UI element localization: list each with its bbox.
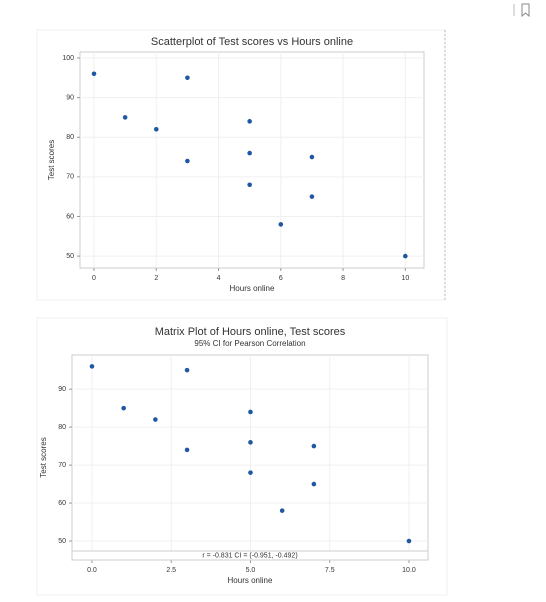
point xyxy=(279,508,285,513)
point xyxy=(247,119,252,124)
point xyxy=(403,253,408,259)
y-axis-label: Test scores xyxy=(39,437,48,477)
point xyxy=(309,194,315,199)
point xyxy=(184,447,190,453)
point xyxy=(89,364,95,369)
point xyxy=(248,409,253,415)
x-tick-label: 10.0 xyxy=(402,567,416,574)
x-tick-label: 7.5 xyxy=(325,567,335,574)
y-tick-label: 70 xyxy=(58,462,66,469)
x-tick-label: 5.0 xyxy=(246,567,256,574)
x-tick-label: 0 xyxy=(92,275,96,282)
annotation-box xyxy=(71,550,429,561)
chart-title: Matrix Plot of Hours online, Test scores xyxy=(155,326,346,338)
x-axis-label: Hours online xyxy=(230,284,275,293)
point xyxy=(247,150,252,156)
y-tick-label: 90 xyxy=(58,386,66,393)
y-tick-label: 60 xyxy=(58,500,66,507)
chart-subtitle: 95% CI for Pearson Correlation xyxy=(194,339,305,348)
point xyxy=(311,481,317,487)
y-tick-label: 80 xyxy=(58,424,66,431)
y-tick-label: 60 xyxy=(66,213,74,220)
annotation: r = -0.831 CI = (-0.951, -0.492) xyxy=(202,552,297,559)
point xyxy=(185,158,190,164)
y-tick-label: 70 xyxy=(66,174,74,181)
point xyxy=(121,405,126,411)
point xyxy=(406,538,412,544)
x-tick-label: 8 xyxy=(341,275,345,282)
x-tick-label: 4 xyxy=(217,275,221,282)
plot-area xyxy=(79,51,425,269)
x-tick-label: 6 xyxy=(279,275,283,282)
point xyxy=(311,443,317,449)
point xyxy=(153,126,159,132)
y-tick-label: 50 xyxy=(58,538,66,545)
x-tick-label: 2 xyxy=(154,275,158,282)
point xyxy=(153,417,158,422)
x-tick-label: 2.5 xyxy=(166,567,176,574)
x-tick-label: 10 xyxy=(401,275,409,282)
y-axis-label: Test scores xyxy=(47,140,56,180)
chart-title: Scatterplot of Test scores vs Hours onli… xyxy=(151,36,353,48)
point xyxy=(91,71,97,77)
y-tick-label: 90 xyxy=(66,94,74,101)
y-tick-label: 50 xyxy=(66,253,74,260)
y-tick-label: 100 xyxy=(62,55,74,62)
point xyxy=(278,222,284,227)
point xyxy=(247,182,252,188)
x-tick-label: 0.0 xyxy=(87,567,97,574)
point xyxy=(309,154,315,160)
bookmark-icon[interactable] xyxy=(521,3,530,18)
x-axis-label: Hours online xyxy=(228,576,273,585)
point xyxy=(248,440,253,445)
point xyxy=(184,367,190,373)
point xyxy=(248,470,253,475)
point xyxy=(122,115,128,120)
point xyxy=(185,75,190,81)
y-tick-label: 80 xyxy=(66,134,74,141)
